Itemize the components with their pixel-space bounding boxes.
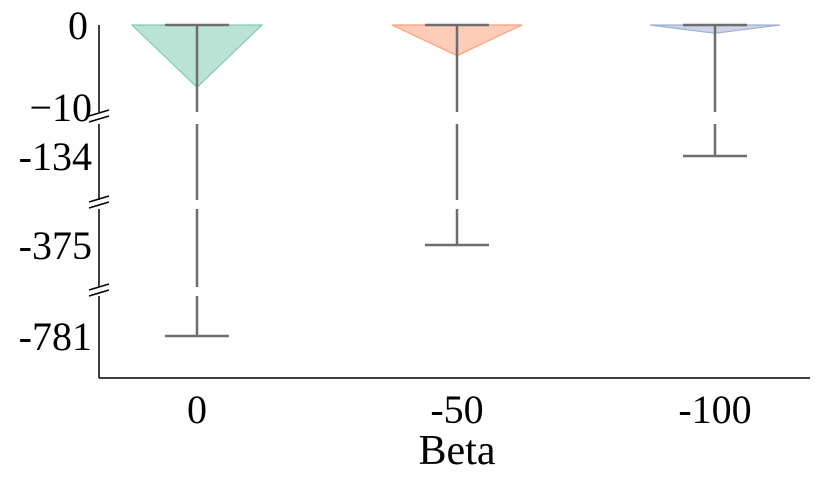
x-tick-label: -100 [678,387,751,432]
axis-break-mark-3b [88,289,110,297]
x-tick-label: 0 [187,387,207,432]
axis-break-mark-1b [88,115,110,123]
y-tick-label: −10 [29,85,92,130]
y-tick-label: -375 [19,223,92,268]
axes-layer [88,25,810,379]
y-tick-label: 0 [68,3,88,48]
x-tick-layer: 0 -50 -100 [187,387,752,432]
axis-break-mark-2a [88,195,110,203]
axis-break-mark-2b [88,201,110,209]
y-tick-layer: 0 −10 -134 -375 -781 [19,3,92,359]
whisker-layer [165,23,747,338]
axis-break-mark-3a [88,283,110,291]
x-axis-title: Beta [419,428,496,474]
x-tick-label: -50 [430,387,483,432]
axis-break-mark-1a [88,109,110,117]
y-tick-label: -781 [19,314,92,359]
y-tick-label: -134 [19,134,92,179]
